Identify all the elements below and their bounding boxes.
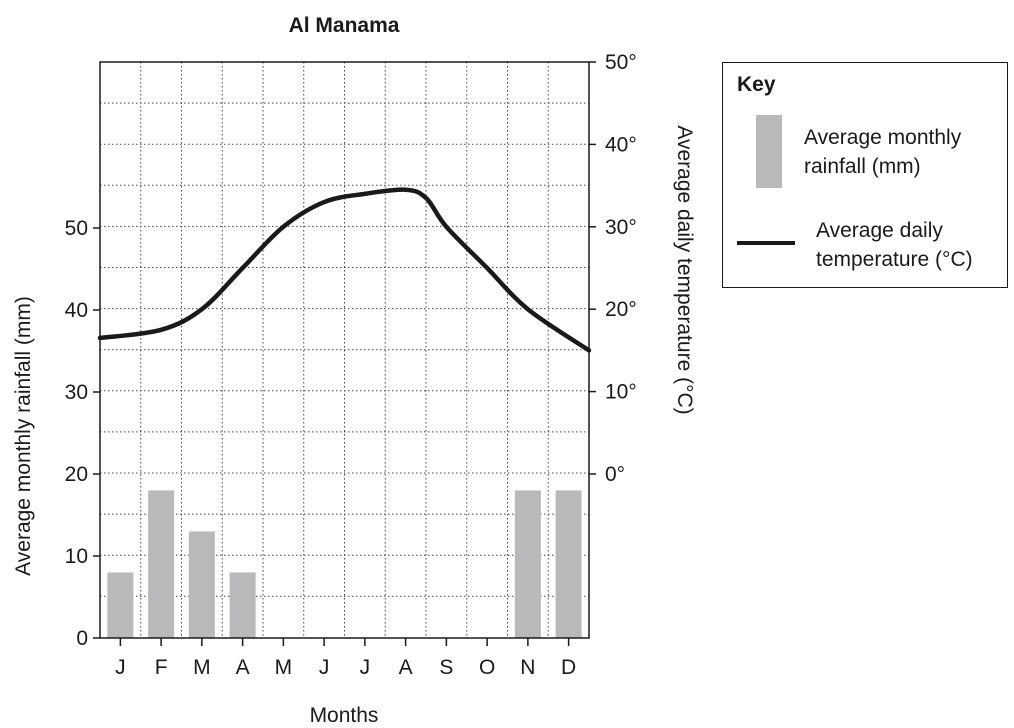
x-tick-label: M (193, 656, 211, 679)
right-tick-label: 30° (605, 216, 637, 239)
legend-rainfall-label: Average monthly rainfall (mm) (804, 126, 962, 178)
y-axis-label-left: Average monthly rainfall (mm) (12, 296, 35, 576)
rainfall-bar (107, 572, 134, 638)
x-tick-label: A (399, 656, 413, 679)
plot-frame (99, 61, 590, 639)
right-tick-label: 0° (605, 463, 625, 486)
x-tick-label: J (115, 656, 126, 679)
x-tick-label: M (275, 656, 293, 679)
left-tick-label: 20 (65, 463, 88, 486)
right-tick-label: 50° (605, 51, 637, 74)
rainfall-bar (148, 490, 175, 638)
rainfall-bar (188, 531, 215, 638)
x-tick-label: J (319, 656, 330, 679)
chart-title: Al Manama (289, 14, 400, 37)
legend-temperature-swatch (737, 241, 795, 245)
temperature-line (97, 187, 592, 353)
right-axis-ticks: 0° 10° 20° 30° 40° 50° (589, 51, 637, 486)
rainfall-bars (107, 490, 582, 638)
right-tick-label: 20° (605, 298, 637, 321)
left-tick-label: 50 (65, 217, 88, 240)
x-tick-label: S (439, 656, 453, 679)
x-tick-label: O (479, 656, 495, 679)
left-tick-label: 0 (76, 627, 88, 650)
right-tick-label: 40° (605, 133, 637, 156)
legend: Key Average monthly rainfall (mm) Averag… (722, 62, 1008, 288)
x-tick-label: A (236, 656, 250, 679)
left-tick-label: 10 (65, 545, 88, 568)
x-tick-label: J (360, 656, 371, 679)
x-axis-label: Months (310, 704, 379, 727)
y-axis-label-right: Average daily temperature (°C) (673, 125, 696, 414)
left-axis-ticks: 0 10 20 30 40 50 (65, 217, 100, 650)
rainfall-bar (514, 490, 541, 638)
left-tick-label: 30 (65, 381, 88, 404)
x-tick-label: N (520, 656, 535, 679)
chart-grid (100, 62, 589, 638)
left-tick-label: 40 (65, 299, 88, 322)
rainfall-bar (555, 490, 582, 638)
legend-rainfall-swatch (756, 115, 782, 188)
legend-title: Key (737, 73, 776, 96)
legend-temperature-label: Average daily temperature (°C) (816, 219, 973, 271)
x-tick-label: F (155, 656, 168, 679)
x-tick-label: D (561, 656, 576, 679)
rainfall-bar (229, 572, 256, 638)
right-tick-label: 10° (605, 381, 637, 404)
